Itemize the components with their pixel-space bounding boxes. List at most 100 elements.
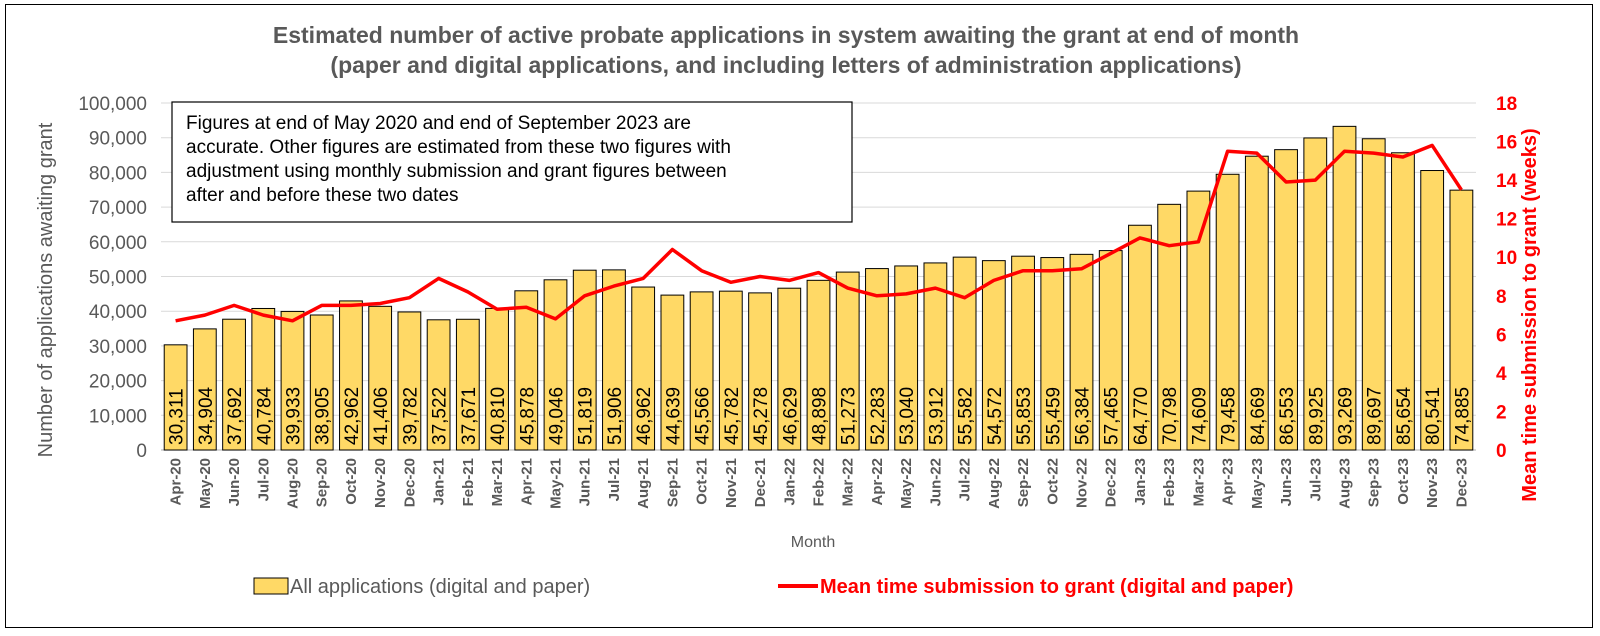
y-tick-label: 90,000 [89,129,147,150]
bar [163,344,188,451]
y2-tick-label: 18 [1496,94,1517,115]
bar [1128,224,1152,451]
bar [368,305,393,451]
bar-data-label: 39,933 [284,387,305,445]
bar-data-label: 39,782 [400,387,421,445]
x-tick-label: Jul-23 [1307,458,1324,501]
bar [835,271,860,451]
x-tick-label: Sep-20 [314,458,331,507]
chart-title: Estimated number of active probate appli… [273,22,1299,48]
bar-data-label: 54,572 [985,387,1006,445]
legend-bar-swatch [253,577,289,595]
bar [1361,138,1386,451]
x-tick-label: May-20 [197,458,214,509]
bar [806,279,831,451]
bar-data-label: 52,283 [868,387,889,445]
x-tick-label: Mar-21 [489,458,506,506]
y-tick-label: 70,000 [89,198,147,219]
legend: All applications (digital and paper) Mea… [253,576,1293,598]
bar-data-label: 46,962 [634,387,655,445]
chart: Estimated number of active probate appli… [35,22,1541,598]
bar-data-label: 37,671 [459,387,480,445]
bar [894,265,919,451]
bar [192,328,217,451]
bar-data-label: 51,906 [605,387,626,445]
bar [777,287,802,451]
bar-data-label: 64,770 [1131,387,1152,445]
bar [222,318,246,451]
x-tick-label: Dec-22 [1103,458,1120,507]
annotation-box: Figures at end of May 2020 and end of Se… [171,101,853,223]
x-tick-label: Jul-22 [957,458,974,501]
x-tick-label: May-22 [898,458,915,509]
annotation-line-2: accurate. Other figures are estimated fr… [186,137,731,158]
x-tick-label: Apr-20 [168,458,185,506]
x-tick-label: Jul-21 [606,458,623,501]
bar-data-label: 55,853 [1014,387,1035,445]
x-tick-label: Jan-21 [431,458,448,506]
y-tick-label: 60,000 [89,233,147,254]
bar-data-label: 48,898 [810,387,831,445]
x-tick-label: Jun-23 [1278,458,1295,506]
bar-data-label: 89,697 [1365,387,1386,445]
x-tick-label: Feb-23 [1161,458,1178,506]
bar [865,268,889,451]
bar-data-label: 56,384 [1073,386,1094,445]
bar [1186,190,1211,451]
x-tick-label: Jun-20 [226,458,243,506]
bar-data-label: 86,553 [1277,387,1298,445]
bar-data-label: 53,912 [926,387,947,445]
mean-time-line [175,143,1463,323]
x-tick-label: Jan-23 [1132,458,1149,506]
x-tick-label: Nov-23 [1424,458,1441,508]
bar [309,314,334,451]
y2-tick-label: 16 [1496,133,1517,154]
x-tick-label: Jun-21 [577,458,594,506]
right-axis-ticks: 0 2 4 6 8 10 12 14 16 18 [1496,94,1518,462]
bar-data-label: 74,609 [1189,387,1210,445]
left-axis-ticks: 0 10,000 20,000 30,000 40,000 50,000 60,000 70,… [78,94,147,462]
bar-data-label: 84,669 [1248,387,1269,445]
legend-bar-label: All applications (digital and paper) [290,576,590,598]
bar-data-label: 45,782 [722,387,743,445]
bar-data-label: 89,925 [1306,387,1327,445]
bar [572,269,597,451]
bar [1157,203,1182,451]
x-tick-label: Sep-22 [1015,458,1032,507]
annotation-line-3: adjustment using monthly submission and … [186,161,727,182]
bar [543,279,568,451]
x-tick-label: Dec-21 [752,458,769,507]
bar-data-label: 37,522 [430,387,451,445]
y-tick-label: 10,000 [89,406,147,427]
y2-tick-label: 14 [1496,171,1518,192]
bar-data-label: 51,273 [839,387,860,445]
bar [455,318,480,451]
x-tick-label: Sep-23 [1366,458,1383,507]
x-tick-label: Jun-22 [927,458,944,506]
bar-series [163,125,1474,451]
y2-tick-label: 2 [1496,402,1507,423]
x-tick-label: Nov-20 [372,458,389,508]
bar [1098,250,1123,451]
annotation-line-4: after and before these two dates [186,185,459,206]
bar-data-label: 41,406 [371,387,392,445]
bar-data-label: 53,040 [897,387,918,445]
bar-data-label: 40,810 [488,387,509,445]
y-axis-label: Number of applications awaiting grant [35,122,57,457]
x-tick-label: May-23 [1249,458,1266,509]
x-axis-ticks: Apr-20 May-20 Jun-20 Jul-20 Aug-20 Sep-20 Oct-… [168,458,1471,509]
x-tick-label: Aug-23 [1337,458,1354,509]
bar [952,256,977,451]
bar-data-label: 74,885 [1452,387,1473,445]
bar [280,310,305,451]
bar [397,311,422,451]
bar-data-label: 40,784 [254,386,275,445]
line-series [175,143,1463,323]
bar [1244,155,1269,451]
bar-data-label: 42,962 [342,387,363,445]
bar [602,269,626,451]
bar [1420,170,1445,451]
bar [1040,257,1065,451]
x-tick-label: Feb-22 [811,458,828,506]
x-tick-label: Dec-23 [1453,458,1470,507]
